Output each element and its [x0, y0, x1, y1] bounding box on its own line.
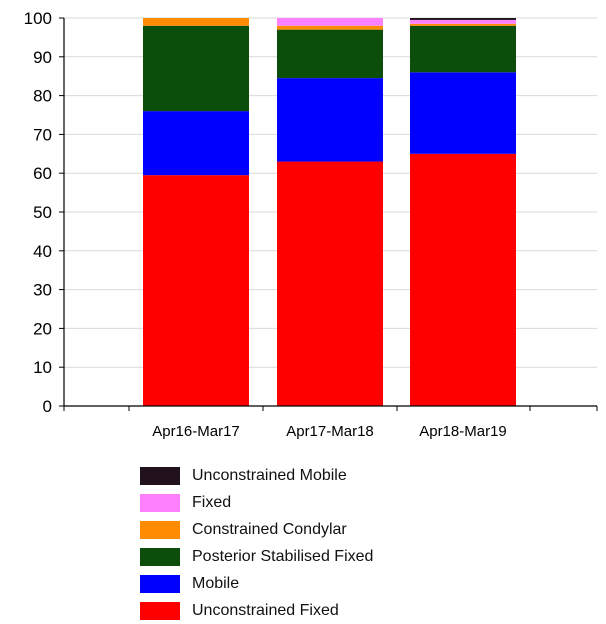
y-tick-label: 20: [33, 319, 52, 338]
y-tick-label: 50: [33, 203, 52, 222]
legend-label: Unconstrained Mobile: [192, 466, 347, 484]
x-tick-label: Apr17-Mar18: [286, 423, 374, 440]
legend-label: Unconstrained Fixed: [192, 601, 339, 619]
bar-segment-2-4: [410, 19, 516, 24]
bar-segment-2-5: [410, 18, 516, 20]
y-tick-label: 70: [33, 125, 52, 144]
legend-item: Posterior Stabilised Fixed: [140, 543, 373, 570]
y-tick-label: 80: [33, 87, 52, 106]
bar-segment-2-3: [410, 23, 516, 26]
y-tick-label: 90: [33, 48, 52, 67]
bar-segment-1-2: [277, 29, 383, 79]
legend-swatch: [140, 466, 180, 485]
chart-legend: Unconstrained Mobile Fixed Constrained Con…: [140, 462, 373, 624]
bar-segment-1-0: [277, 161, 383, 406]
bar-segment-2-2: [410, 25, 516, 73]
legend-label: Mobile: [192, 574, 240, 592]
bar-segment-0-1: [143, 111, 249, 176]
bar-segment-0-3: [143, 18, 249, 26]
bar-segment-1-4: [277, 18, 383, 26]
y-tick-label: 0: [43, 397, 52, 416]
y-tick-label: 40: [33, 242, 52, 261]
legend-swatch: [140, 547, 180, 566]
legend-swatch: [140, 601, 180, 620]
bar-segment-0-2: [143, 25, 249, 112]
legend-item: Unconstrained Fixed: [140, 597, 373, 624]
legend-item: Mobile: [140, 570, 373, 597]
legend-swatch: [140, 493, 180, 512]
legend-label: Constrained Condylar: [192, 520, 347, 538]
bar-segment-2-1: [410, 72, 516, 154]
legend-item: Fixed: [140, 489, 373, 516]
x-tick-label: Apr16-Mar17: [152, 423, 240, 440]
legend-label: Posterior Stabilised Fixed: [192, 547, 374, 565]
legend-swatch: [140, 574, 180, 593]
bar-segment-1-1: [277, 78, 383, 162]
legend-item: Constrained Condylar: [140, 516, 373, 543]
y-tick-label: 10: [33, 358, 52, 377]
legend-item: Unconstrained Mobile: [140, 462, 373, 489]
y-tick-label: 30: [33, 281, 52, 300]
stacked-bar-chart: 0 10 20 30 40 50 60 70 80 90 100 Apr16-Mar17 Apr17-M…: [24, 9, 598, 440]
bar-segment-2-0: [410, 153, 516, 406]
x-tick-label: Apr18-Mar19: [419, 423, 507, 440]
bar-segment-0-0: [143, 175, 249, 406]
bar-segment-1-3: [277, 25, 383, 30]
y-tick-label: 60: [33, 164, 52, 183]
y-tick-label: 100: [24, 9, 52, 28]
legend-label: Fixed: [192, 493, 232, 511]
legend-swatch: [140, 520, 180, 539]
